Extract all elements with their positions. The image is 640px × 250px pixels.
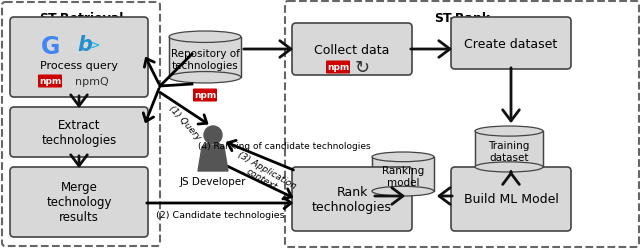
Text: Extract
technologies: Extract technologies bbox=[42, 118, 116, 146]
Ellipse shape bbox=[169, 72, 241, 84]
Text: Collect data: Collect data bbox=[314, 43, 390, 56]
Bar bbox=[475, 132, 543, 167]
Text: >: > bbox=[90, 38, 100, 51]
Ellipse shape bbox=[372, 152, 434, 162]
FancyBboxPatch shape bbox=[10, 108, 148, 157]
FancyBboxPatch shape bbox=[10, 167, 148, 237]
Text: G: G bbox=[42, 35, 61, 59]
FancyBboxPatch shape bbox=[193, 89, 217, 102]
Text: Create dataset: Create dataset bbox=[465, 37, 557, 50]
Circle shape bbox=[204, 126, 222, 144]
Text: b: b bbox=[77, 35, 93, 55]
Text: (4) Ranking of candidate technologies: (4) Ranking of candidate technologies bbox=[198, 142, 371, 151]
FancyBboxPatch shape bbox=[292, 167, 412, 231]
Text: Merge
technology
results: Merge technology results bbox=[46, 181, 112, 224]
Ellipse shape bbox=[475, 162, 543, 172]
Polygon shape bbox=[198, 144, 228, 171]
FancyBboxPatch shape bbox=[451, 167, 571, 231]
Text: Training
dataset: Training dataset bbox=[488, 141, 530, 162]
Text: JS Developer: JS Developer bbox=[180, 176, 246, 186]
Ellipse shape bbox=[169, 32, 241, 43]
FancyBboxPatch shape bbox=[292, 24, 412, 76]
Bar bbox=[372, 157, 434, 192]
FancyBboxPatch shape bbox=[451, 18, 571, 70]
Text: npm: npm bbox=[327, 63, 349, 72]
Text: (1) Query: (1) Query bbox=[167, 104, 202, 142]
Text: Build ML Model: Build ML Model bbox=[463, 193, 559, 206]
Ellipse shape bbox=[475, 126, 543, 136]
FancyBboxPatch shape bbox=[10, 18, 148, 98]
Bar bbox=[169, 38, 241, 78]
Text: npm: npm bbox=[194, 91, 216, 100]
Text: npmQ: npmQ bbox=[75, 77, 109, 87]
Text: Rank
technologies: Rank technologies bbox=[312, 185, 392, 213]
Ellipse shape bbox=[372, 186, 434, 196]
FancyBboxPatch shape bbox=[38, 75, 62, 88]
Text: ↻: ↻ bbox=[355, 59, 369, 77]
Text: (3) Application
context: (3) Application context bbox=[230, 150, 298, 199]
Text: npm: npm bbox=[39, 77, 61, 86]
Text: Ranking
model: Ranking model bbox=[382, 166, 424, 187]
Text: ST-Rank: ST-Rank bbox=[434, 12, 490, 24]
Text: Repository of
technologies: Repository of technologies bbox=[171, 49, 239, 70]
Text: (2) Candidate technologies: (2) Candidate technologies bbox=[156, 211, 284, 220]
Text: ST-Retrieval: ST-Retrieval bbox=[39, 12, 123, 26]
FancyBboxPatch shape bbox=[326, 61, 350, 74]
Text: Process query: Process query bbox=[40, 61, 118, 71]
